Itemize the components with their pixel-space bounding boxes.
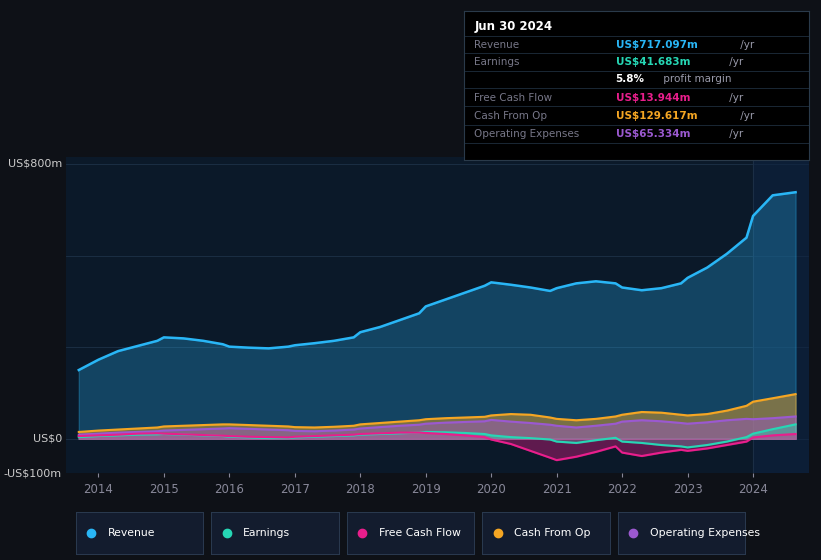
- Text: Operating Expenses: Operating Expenses: [475, 129, 580, 139]
- Text: US$129.617m: US$129.617m: [616, 111, 697, 121]
- Text: Revenue: Revenue: [475, 40, 520, 50]
- Text: profit margin: profit margin: [660, 74, 732, 85]
- Text: /yr: /yr: [726, 93, 743, 103]
- Text: Free Cash Flow: Free Cash Flow: [475, 93, 553, 103]
- Text: Earnings: Earnings: [475, 57, 520, 67]
- Text: Cash From Op: Cash From Op: [475, 111, 548, 121]
- Bar: [753, 157, 809, 473]
- Text: -US$100m: -US$100m: [4, 468, 62, 478]
- Text: US$41.683m: US$41.683m: [616, 57, 690, 67]
- Text: 5.8%: 5.8%: [616, 74, 644, 85]
- Text: US$65.334m: US$65.334m: [616, 129, 690, 139]
- Text: /yr: /yr: [737, 40, 754, 50]
- Text: /yr: /yr: [726, 129, 743, 139]
- Text: Free Cash Flow: Free Cash Flow: [378, 529, 461, 538]
- Text: Jun 30 2024: Jun 30 2024: [475, 20, 553, 33]
- Text: Cash From Op: Cash From Op: [514, 529, 590, 538]
- Text: /yr: /yr: [726, 57, 743, 67]
- Text: Revenue: Revenue: [108, 529, 155, 538]
- Text: Earnings: Earnings: [243, 529, 291, 538]
- Text: US$13.944m: US$13.944m: [616, 93, 690, 103]
- Text: Operating Expenses: Operating Expenses: [649, 529, 759, 538]
- Text: US$800m: US$800m: [7, 158, 62, 169]
- Text: US$717.097m: US$717.097m: [616, 40, 698, 50]
- Text: /yr: /yr: [737, 111, 754, 121]
- Text: US$0: US$0: [33, 434, 62, 444]
